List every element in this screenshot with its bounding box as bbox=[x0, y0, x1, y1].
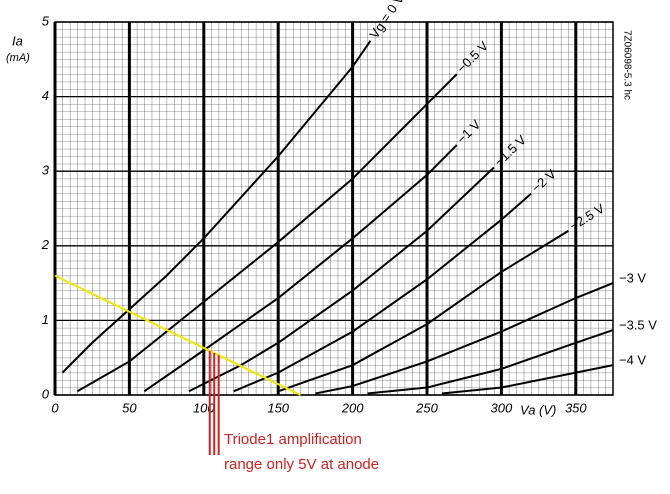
y-unit: (mA) bbox=[6, 52, 30, 64]
annotation: Triode1 amplification bbox=[224, 431, 362, 448]
curve bbox=[441, 364, 614, 395]
x-tick-label: 300 bbox=[491, 400, 513, 415]
curve bbox=[277, 230, 569, 393]
y-tick-label: 4 bbox=[42, 88, 49, 103]
x-tick-label: 250 bbox=[415, 400, 438, 415]
x-tick-label: 150 bbox=[267, 400, 289, 415]
x-label: Va (V) bbox=[520, 402, 556, 417]
curve bbox=[143, 144, 458, 393]
x-tick-label: 200 bbox=[341, 400, 364, 415]
minor-grid bbox=[55, 22, 613, 395]
y-tick-label: 0 bbox=[42, 386, 50, 401]
curve bbox=[367, 329, 614, 395]
y-tick-label: 3 bbox=[42, 163, 50, 178]
x-tick-label: 100 bbox=[193, 400, 215, 415]
side-note: 7Z06098-5.3 hc bbox=[621, 30, 632, 100]
curve bbox=[233, 192, 532, 393]
annotation: range only 5V at anode bbox=[224, 456, 379, 473]
curve bbox=[61, 40, 372, 374]
x-tick-label: 50 bbox=[122, 400, 137, 415]
curve-label: −4 V bbox=[619, 353, 646, 368]
y-label: Ia bbox=[12, 33, 23, 48]
y-tick-label: 2 bbox=[41, 237, 50, 252]
y-tick-label: 1 bbox=[42, 312, 49, 327]
curve bbox=[315, 282, 614, 395]
y-tick-label: 5 bbox=[42, 13, 50, 28]
curve bbox=[188, 166, 495, 393]
curve-label: −3.5 V bbox=[619, 318, 657, 333]
x-tick-label: 0 bbox=[51, 400, 59, 415]
load-line bbox=[54, 274, 301, 396]
curve-label: −3 V bbox=[619, 271, 646, 286]
curve bbox=[76, 73, 458, 393]
x-tick-label: 350 bbox=[565, 400, 587, 415]
